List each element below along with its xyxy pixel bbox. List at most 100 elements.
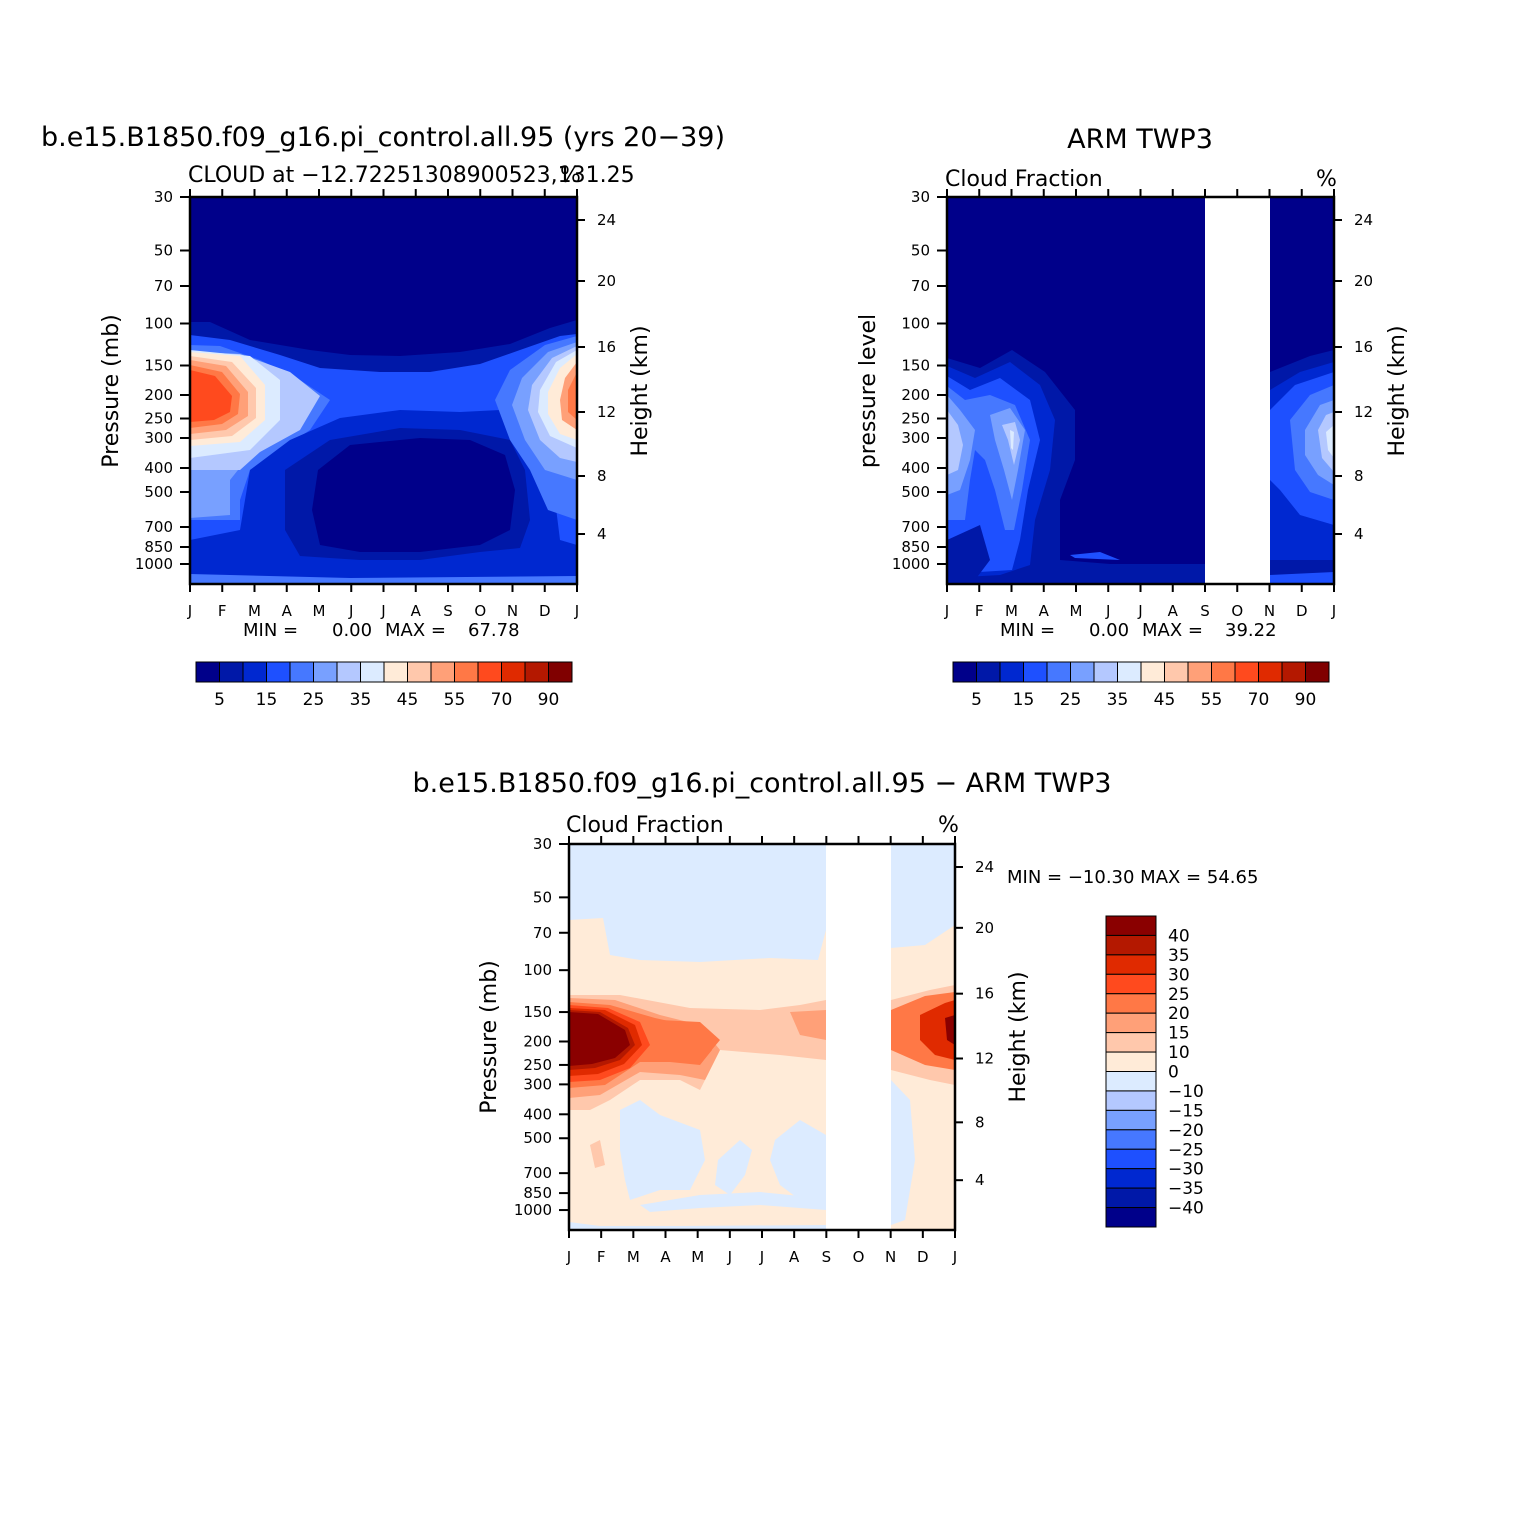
colorbar-swatch [219,661,244,683]
colorbar-swatch [1258,661,1283,683]
colorbar-label: −35 [1168,1179,1204,1199]
contour-diff-neg-mid [620,1100,705,1200]
colorbar-label: 55 [444,690,466,710]
colorbar-swatch [383,661,408,683]
contour-diff-neg-surface [569,1222,826,1230]
stats-obs: MIN = 0.00 MAX = 39.22 [1000,620,1277,641]
contour-diff-right-30 [920,1000,955,1060]
ylabel-height: Height (km) [1385,325,1410,456]
height-tick-label: 16 [1354,338,1373,356]
y-tick-label: 100 [901,315,930,333]
colorbar-swatch [1105,1129,1157,1150]
colorbar-swatch [1164,661,1189,683]
colorbar-label: 45 [397,690,419,710]
colorbar-label: 25 [303,690,325,710]
colorbar-label: 55 [1201,690,1223,710]
y-tick-label: 1000 [892,555,930,573]
colorbar-swatch [1305,661,1330,683]
y-tick-label: 850 [901,538,930,556]
colorbar-swatch [1105,973,1157,995]
height-tick-label: 12 [597,403,616,421]
colorbar-swatch [1105,934,1157,956]
y-tick-label: 250 [144,410,173,428]
contour-obs-right-45 [1326,425,1334,458]
height-tick-label: 8 [1354,467,1364,485]
x-tick-label: J [944,602,949,620]
height-tick-label: 24 [1354,211,1373,229]
colorbar-label: 90 [538,690,560,710]
colorbar-label: 15 [1168,1024,1190,1044]
colorbar-model: 5 15 25 35 45 55 70 90 [195,661,573,710]
x-tick-label: A [282,602,293,620]
contour-diff-40 [569,1012,630,1066]
contour-diff-neg-mid2 [715,1140,752,1195]
x-tick-label: J [952,1248,957,1266]
height-tick-label: 24 [975,858,994,876]
height-tick-label: 8 [975,1113,985,1131]
colorbar-label: 45 [1154,690,1176,710]
contour-diff-neg-mid3 [770,1120,826,1200]
x-tick-label: N [507,602,518,620]
colorbar-label: 40 [1168,926,1190,946]
colorbar-swatch [952,661,977,683]
colorbar-swatch [430,661,455,683]
panel-model-title: b.e15.B1850.f09_g16.pi_control.all.95 (y… [41,122,725,153]
colorbar-label: −40 [1168,1199,1204,1219]
colorbar-swatch [1105,915,1157,936]
colorbar-label: 90 [1295,690,1317,710]
colorbar-label: 70 [1248,690,1270,710]
colorbar-swatch [524,661,549,683]
contour-diff-neg-low [640,1192,826,1212]
colorbar-label: 10 [1168,1043,1190,1063]
x-tick-label: O [853,1248,865,1266]
contour-diff-secondary [660,1020,720,1058]
colorbar-swatch [454,661,479,683]
colorbar-swatch [1105,1207,1157,1228]
colorbar-swatch [1070,661,1095,683]
panel-diff-units: % [938,813,959,838]
contour-diff-pos-low [590,1140,605,1168]
y-tick-label: 30 [911,188,930,206]
contour-diff-secondary-mid [790,1010,826,1040]
colorbar-swatch [1105,1168,1157,1189]
y-tick-label: 300 [523,1075,552,1093]
x-tick-label: S [443,602,453,620]
contour-band-max [190,370,232,422]
contour-right-max [568,372,577,420]
y-tick-label: 1000 [514,1201,552,1219]
missing-data-gap [826,844,891,1230]
x-tick-label: J [1105,602,1110,620]
x-tick-label: A [1168,602,1179,620]
x-tick-label: J [348,602,353,620]
colorbar-swatch [1187,661,1212,683]
x-tick-label: M [1070,602,1083,620]
x-tick-label: M [1005,602,1018,620]
colorbar-label: 25 [1060,690,1082,710]
min-label: MIN = [243,620,298,641]
y-tick-label: 500 [523,1129,552,1147]
x-tick-label: M [691,1248,704,1266]
y-tick-label: 250 [523,1056,552,1074]
x-tick-label: O [474,602,486,620]
ylabel-height: Height (km) [628,325,653,456]
y-tick-label: 70 [911,277,930,295]
x-tick-label: D [539,602,551,620]
height-tick-label: 12 [975,1049,994,1067]
y-tick-label: 400 [523,1105,552,1123]
colorbar-swatch [1105,1012,1157,1034]
x-tick-label: F [975,602,984,620]
contour-diff-right-40 [945,1015,955,1045]
missing-data-gap [1205,197,1270,584]
contour-obs-45 [1010,430,1014,450]
colorbar-label: −30 [1168,1160,1204,1180]
x-tick-label: M [627,1248,640,1266]
x-tick-label: A [789,1248,800,1266]
y-tick-label: 700 [901,518,930,536]
colorbar-swatch [242,661,267,683]
contour-obs-low2 [1070,552,1120,560]
ylabel-height: Height (km) [1006,971,1031,1102]
height-tick-label: 20 [597,272,616,290]
